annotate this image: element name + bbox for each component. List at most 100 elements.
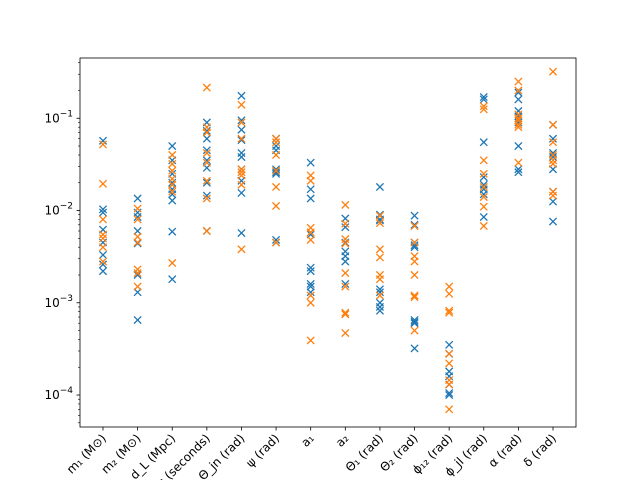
data-point-s1-c8 xyxy=(375,219,384,228)
data-point-s1-c6 xyxy=(306,298,315,307)
data-point-s0-c5 xyxy=(272,235,281,244)
data-point-s1-c0 xyxy=(98,215,108,224)
data-point-s1-c10 xyxy=(445,380,454,389)
data-point-s1-c4 xyxy=(237,165,246,174)
data-point-s1-c7 xyxy=(341,308,350,317)
data-point-s0-c2 xyxy=(168,275,177,284)
x-tick-label: δ (rad) xyxy=(521,431,559,469)
data-point-s0-c11 xyxy=(479,173,488,182)
data-point-s1-c8 xyxy=(375,211,384,220)
data-point-s0-c13 xyxy=(548,197,558,206)
data-point-s1-c6 xyxy=(306,176,315,185)
data-point-s1-c3 xyxy=(202,83,211,92)
data-point-s1-c5 xyxy=(272,201,281,211)
data-point-s0-c12 xyxy=(514,141,523,151)
data-point-s0-c2 xyxy=(168,190,177,199)
data-point-s0-c12 xyxy=(514,95,523,104)
data-point-s0-c7 xyxy=(341,223,350,232)
x-tick-label: a₁ xyxy=(298,431,317,450)
data-point-s1-c2 xyxy=(168,150,177,160)
data-point-s1-c12 xyxy=(514,77,523,86)
data-point-s0-c3 xyxy=(202,146,211,155)
data-point-s0-c6 xyxy=(306,194,315,203)
y-axis: 10−4 10−3 10−2 10−1 xyxy=(44,62,80,424)
data-point-s1-c4 xyxy=(237,134,246,143)
y-tick-label: 10−2 xyxy=(44,202,73,218)
data-point-s1-c3 xyxy=(202,158,211,167)
data-point-s0-c13 xyxy=(548,217,558,226)
data-point-s0-c0 xyxy=(98,267,108,276)
data-point-s0-c2 xyxy=(168,178,177,187)
data-point-s0-c8 xyxy=(375,302,384,312)
data-point-s1-c11 xyxy=(479,182,488,192)
data-point-s0-c12 xyxy=(514,165,523,174)
data-point-s1-c7 xyxy=(341,282,350,291)
data-point-s1-c1 xyxy=(133,204,142,213)
data-point-s1-c0 xyxy=(98,257,108,266)
data-point-s0-c1 xyxy=(133,226,142,236)
data-point-s1-c4 xyxy=(237,171,246,180)
data-point-s0-c6 xyxy=(306,282,315,291)
data-point-s1-c3 xyxy=(202,148,211,158)
data-point-s1-c1 xyxy=(133,268,142,278)
data-point-s0-c1 xyxy=(133,288,142,297)
data-point-s1-c13 xyxy=(548,138,558,147)
data-point-s1-c4 xyxy=(237,168,246,177)
data-point-s1-c0 xyxy=(98,179,108,188)
data-point-s1-c9 xyxy=(410,257,419,266)
data-point-s1-c12 xyxy=(514,110,523,119)
data-point-s1-c7 xyxy=(341,219,350,228)
data-point-s1-c3 xyxy=(202,176,211,185)
data-point-s1-c9 xyxy=(410,238,419,247)
data-point-s0-c9 xyxy=(410,220,419,229)
data-point-s1-c2 xyxy=(168,258,177,268)
data-point-s0-c0 xyxy=(98,136,108,145)
data-point-s1-c11 xyxy=(479,202,488,211)
data-point-s1-c5 xyxy=(272,182,281,192)
data-point-s1-c5 xyxy=(272,134,281,143)
data-point-s0-c8 xyxy=(375,285,384,294)
data-point-s1-c8 xyxy=(375,245,384,254)
data-point-s1-c10 xyxy=(445,306,454,315)
data-point-s0-c3 xyxy=(202,134,211,143)
y-tick-label: 10−1 xyxy=(44,109,73,125)
data-point-s0-c9 xyxy=(410,344,419,353)
data-point-s0-c5 xyxy=(272,169,281,178)
data-point-s1-c12 xyxy=(514,123,523,132)
data-point-s1-c8 xyxy=(375,275,384,284)
data-point-s1-c2 xyxy=(168,174,177,183)
data-point-s1-c3 xyxy=(202,128,211,137)
data-point-s1-c13 xyxy=(548,120,558,129)
data-point-s0-c11 xyxy=(479,212,488,222)
data-point-s0-c9 xyxy=(410,211,419,220)
data-point-s0-c4 xyxy=(237,116,246,125)
data-point-s1-c3 xyxy=(202,194,211,203)
data-point-s0-c7 xyxy=(341,257,350,266)
data-point-s0-c8 xyxy=(375,215,384,224)
data-point-s1-c11 xyxy=(479,102,488,111)
data-point-s1-c4 xyxy=(237,245,246,254)
data-point-s1-c2 xyxy=(168,159,177,168)
data-point-s1-c10 xyxy=(445,282,454,291)
data-point-s1-c13 xyxy=(548,191,558,200)
data-point-s0-c8 xyxy=(375,306,384,315)
data-point-s0-c1 xyxy=(133,194,142,203)
data-point-s1-c7 xyxy=(341,310,350,319)
data-point-s1-c1 xyxy=(133,215,142,224)
data-point-s0-c1 xyxy=(133,212,142,222)
data-point-s0-c11 xyxy=(479,190,488,199)
data-point-s0-c10 xyxy=(445,388,454,398)
data-point-s0-c6 xyxy=(306,263,315,272)
data-point-s1-c8 xyxy=(375,291,384,300)
data-point-s1-c10 xyxy=(445,308,454,317)
data-point-s1-c9 xyxy=(410,326,419,335)
data-point-s1-c12 xyxy=(514,120,523,129)
data-point-s1-c13 xyxy=(548,159,558,168)
x-tick-label: ψ (rad) xyxy=(243,431,282,470)
data-point-s1-c6 xyxy=(306,336,315,345)
data-point-s1-c11 xyxy=(479,221,488,231)
x-axis: m₁ (M⊙)m₂ (M⊙)d_L (Mpc)t_c (seconds)Θ_jn… xyxy=(64,427,559,480)
data-point-s0-c6 xyxy=(306,158,315,167)
data-point-s0-c8 xyxy=(375,182,384,192)
data-point-s1-c12 xyxy=(514,86,523,95)
